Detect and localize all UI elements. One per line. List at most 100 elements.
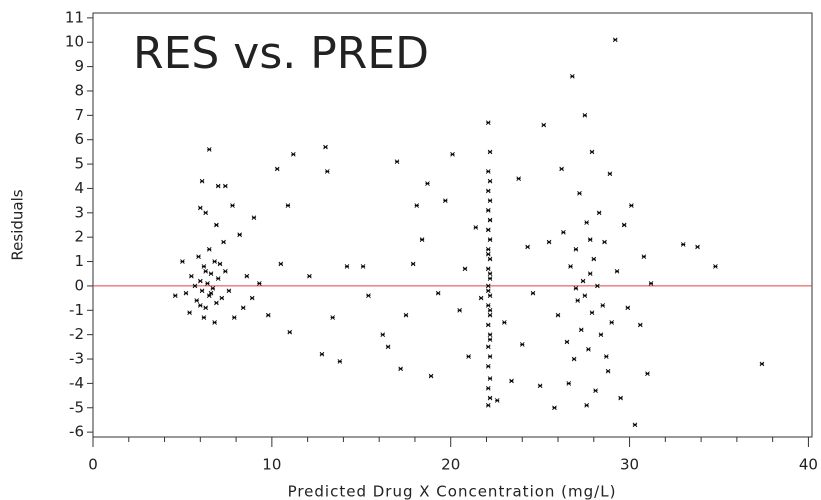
point	[214, 222, 219, 228]
point	[344, 264, 350, 269]
x-axis-label: Predicted Drug X Concentration (mg/L)	[288, 483, 617, 500]
point	[516, 176, 521, 182]
point	[323, 144, 328, 150]
point	[618, 395, 623, 401]
point	[443, 198, 448, 203]
point	[287, 329, 293, 335]
y-tick-label: -5	[69, 398, 84, 416]
point	[487, 293, 493, 298]
point	[487, 312, 493, 318]
point	[230, 203, 235, 208]
x-tick-label: 40	[799, 456, 818, 474]
point	[187, 310, 192, 316]
x-tick-label: 10	[262, 456, 281, 474]
y-tick-label: 1	[74, 252, 84, 270]
point	[473, 225, 479, 230]
point	[575, 298, 581, 303]
point	[487, 376, 493, 381]
point	[487, 237, 493, 242]
point	[629, 203, 634, 208]
point	[466, 354, 471, 359]
point	[596, 210, 602, 216]
point	[251, 215, 257, 221]
point	[645, 371, 650, 376]
point	[509, 378, 514, 384]
point	[587, 271, 593, 277]
point	[487, 354, 493, 359]
point	[570, 74, 575, 79]
point	[226, 288, 232, 294]
point	[487, 178, 493, 184]
point	[231, 315, 237, 320]
point	[199, 288, 205, 294]
point	[212, 259, 217, 264]
point	[487, 395, 493, 401]
point	[215, 276, 221, 281]
point	[210, 286, 216, 291]
point	[695, 244, 700, 250]
y-tick-label: 2	[74, 228, 84, 246]
point	[206, 147, 212, 152]
point	[487, 198, 493, 203]
point	[487, 307, 493, 313]
point	[197, 205, 203, 211]
point	[595, 283, 600, 289]
point	[183, 290, 189, 296]
point	[485, 120, 491, 125]
y-tick-label: -4	[69, 374, 84, 392]
point	[462, 266, 468, 272]
point	[573, 247, 579, 252]
point	[577, 191, 582, 196]
point	[249, 295, 255, 301]
point	[713, 264, 718, 269]
point	[215, 183, 221, 189]
point	[612, 37, 618, 43]
point	[360, 264, 366, 269]
point	[598, 332, 604, 337]
y-tick-label: -2	[69, 325, 84, 343]
point	[265, 312, 271, 318]
point	[201, 264, 207, 269]
point	[759, 361, 765, 367]
point	[519, 342, 525, 347]
y-tick-label: 7	[74, 106, 84, 124]
point	[278, 261, 284, 267]
point	[632, 422, 638, 428]
point	[487, 149, 493, 155]
point	[237, 232, 242, 238]
chart-title: RES vs. PRED	[133, 28, 429, 79]
point	[450, 152, 455, 157]
point	[525, 244, 530, 250]
point	[274, 166, 280, 172]
point	[380, 332, 386, 337]
point	[641, 254, 647, 259]
y-tick-label: 6	[74, 130, 84, 148]
point	[487, 276, 493, 281]
point	[582, 113, 588, 118]
point	[494, 398, 500, 403]
point	[410, 261, 416, 267]
y-tick-label: -6	[69, 423, 84, 441]
point	[485, 403, 491, 408]
point	[457, 307, 462, 313]
y-tick-label: 10	[65, 33, 84, 51]
point	[589, 310, 595, 316]
point	[192, 283, 198, 289]
point	[485, 344, 491, 350]
point	[206, 293, 212, 298]
point	[319, 351, 325, 357]
point	[566, 381, 572, 386]
point	[561, 229, 566, 235]
point	[223, 183, 228, 189]
point	[530, 290, 536, 296]
point	[203, 305, 208, 311]
point	[485, 303, 491, 308]
point	[203, 210, 208, 216]
point	[435, 290, 441, 296]
point	[568, 264, 573, 269]
point	[214, 300, 219, 306]
point	[582, 293, 588, 298]
point	[602, 239, 607, 245]
point	[593, 388, 598, 394]
